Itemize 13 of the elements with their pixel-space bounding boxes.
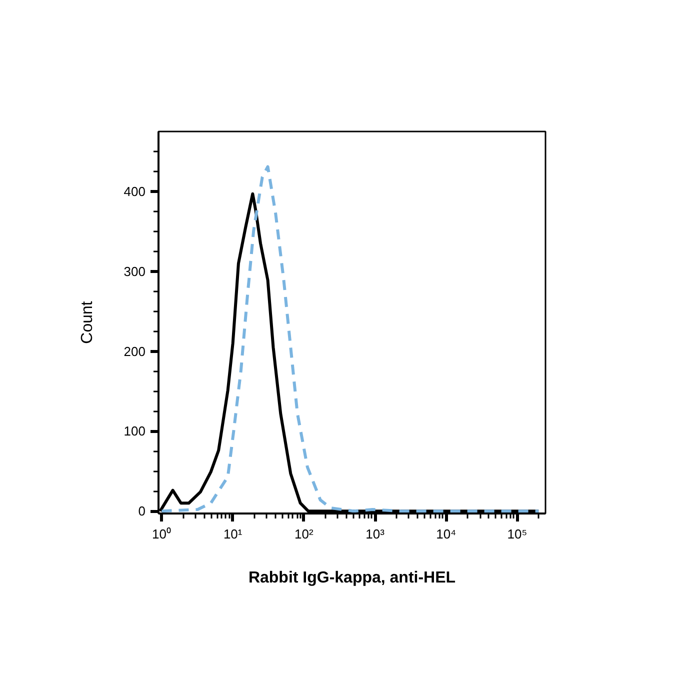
x-tick-label: 10⁵: [507, 526, 528, 542]
y-tick-label: 100: [124, 424, 146, 439]
y-tick-label: 200: [124, 344, 146, 359]
y-tick-label: 400: [124, 184, 146, 199]
y-tick-label: 0: [138, 504, 146, 519]
x-tick-label: 10¹: [223, 526, 243, 542]
y-tick-label: 300: [124, 264, 146, 279]
x-tick-label: 10³: [366, 526, 386, 542]
x-axis-title: Rabbit IgG-kappa, anti-HEL: [248, 570, 456, 586]
x-tick-label: 10²: [294, 526, 314, 542]
x-tick-label: 10⁴: [436, 526, 456, 542]
y-axis-title: Count: [78, 300, 96, 344]
x-tick-label: 10⁰: [152, 526, 172, 542]
